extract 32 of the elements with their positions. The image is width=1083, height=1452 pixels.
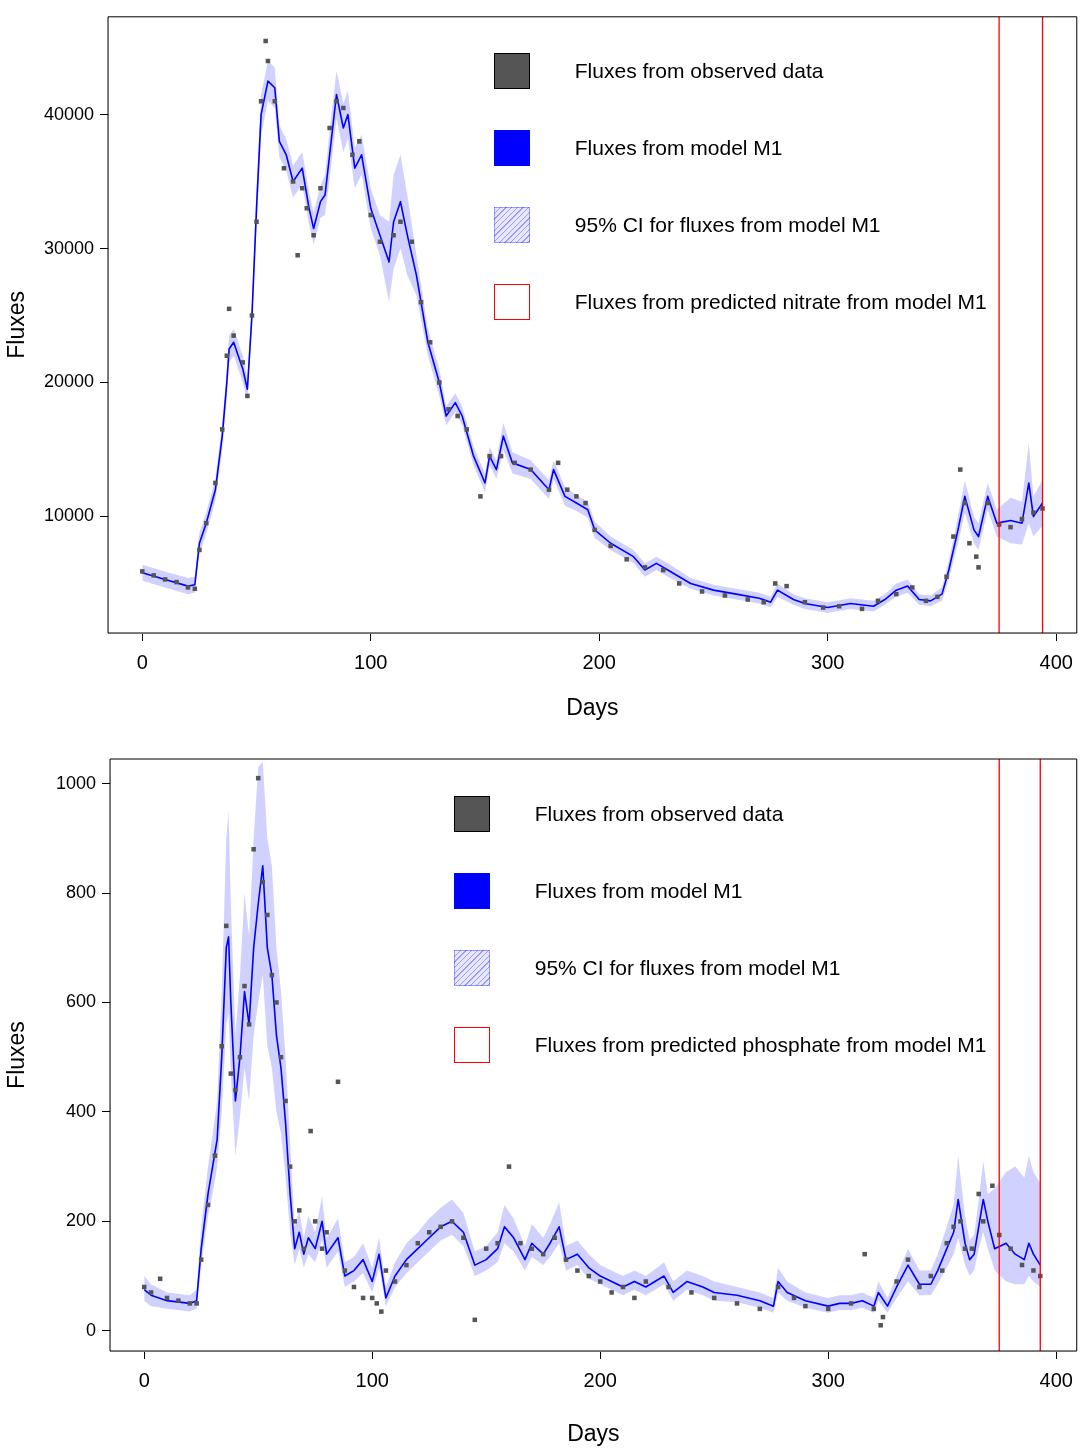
x-tick-label: 300: [811, 1368, 845, 1391]
y-tick-label: 600: [65, 991, 96, 1012]
y-axis-title: Fluxes: [3, 1021, 30, 1089]
y-tick-label: 40000: [43, 103, 94, 124]
legend-label: Fluxes from observed data: [534, 801, 784, 826]
x-axis-title: Days: [567, 1419, 620, 1446]
x-tick-label: 300: [811, 650, 845, 673]
x-tick-label: 400: [1039, 1368, 1073, 1391]
x-tick-label: 100: [354, 650, 388, 673]
y-tick-label: 10000: [43, 505, 94, 526]
y-tick-label: 20000: [43, 371, 94, 392]
x-tick-label: 400: [1039, 650, 1073, 673]
x-tick-label: 100: [355, 1368, 389, 1391]
y-tick-label: 200: [65, 1210, 96, 1231]
y-tick-label: 800: [65, 882, 96, 903]
annotation: 95% CI for fluxes from model M1: [574, 213, 881, 238]
y-axis-title: Fluxes: [3, 291, 30, 359]
ref-line-label: Fluxes from predicted phosphate from model M1: [534, 1032, 987, 1057]
legend-label: Fluxes from model M1: [534, 878, 743, 903]
x-tick-label: 0: [136, 650, 148, 673]
x-tick-label: 0: [138, 1368, 150, 1391]
y-tick-label: 1000: [55, 772, 96, 793]
annotation: 95% CI for fluxes from model M1: [534, 955, 841, 980]
y-tick-label: 30000: [43, 237, 94, 258]
x-tick-label: 200: [582, 650, 616, 673]
x-tick-label: 200: [583, 1368, 617, 1391]
y-tick-label: 0: [85, 1319, 96, 1340]
ref-line-label: Fluxes from predicted nitrate from model M1: [574, 290, 987, 315]
y-tick-label: 400: [65, 1100, 96, 1121]
x-axis-title: Days: [566, 693, 619, 720]
legend-label: Fluxes from model M1: [574, 136, 783, 161]
legend-label: Fluxes from observed data: [574, 59, 824, 84]
